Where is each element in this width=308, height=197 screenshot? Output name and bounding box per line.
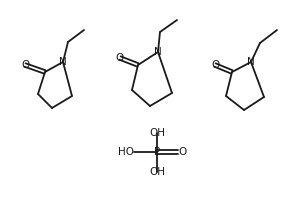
Text: O: O xyxy=(178,147,186,157)
Text: P: P xyxy=(154,147,160,157)
Text: O: O xyxy=(116,53,124,63)
Text: N: N xyxy=(247,57,255,67)
Text: O: O xyxy=(21,60,29,70)
Text: OH: OH xyxy=(149,167,165,177)
Text: O: O xyxy=(211,60,219,70)
Text: HO: HO xyxy=(118,147,134,157)
Text: N: N xyxy=(59,57,67,67)
Text: OH: OH xyxy=(149,128,165,138)
Text: N: N xyxy=(154,47,162,57)
